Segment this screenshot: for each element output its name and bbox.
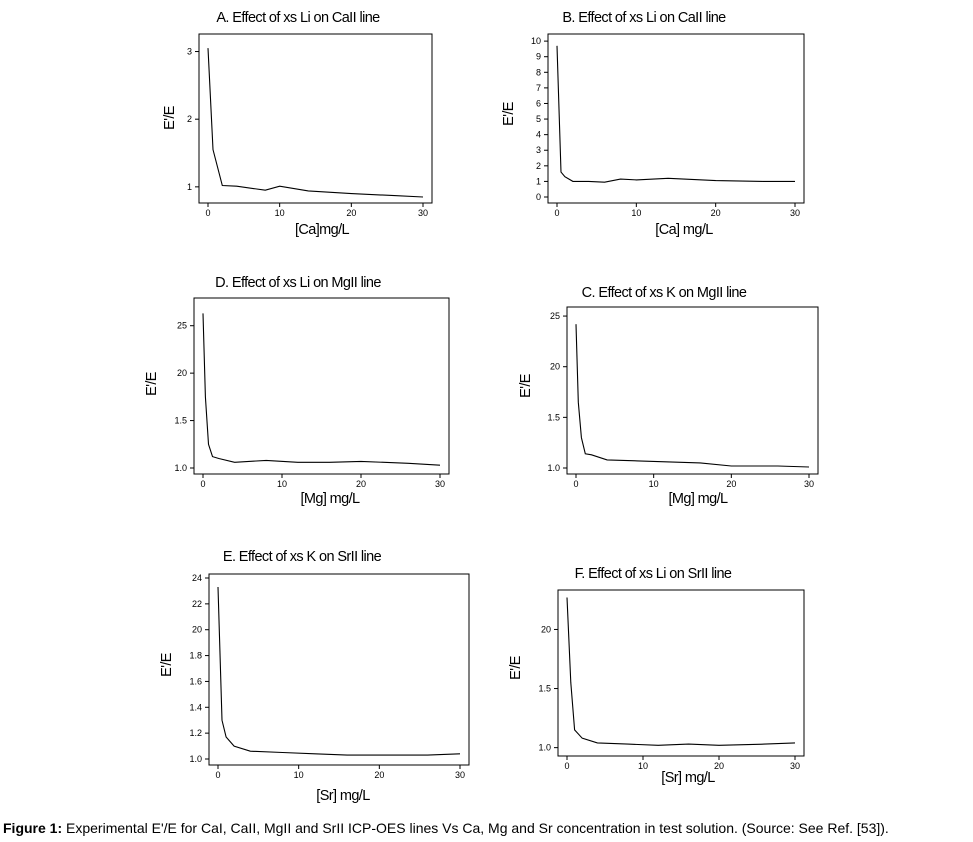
y-tick-label: 1.0 <box>547 463 560 473</box>
series-line <box>207 48 424 198</box>
y-tick-label: 1 <box>187 182 192 192</box>
series-line <box>556 45 795 183</box>
chart-title: C. Effect of xs K on MgII line <box>582 285 747 301</box>
y-axis-label: E'/E <box>501 101 517 126</box>
y-tick-label: 1.4 <box>189 702 202 712</box>
chart-panel-5: E. Effect of xs K on SrII line [Sr] mg/L E… <box>159 549 470 804</box>
series-line <box>202 313 441 466</box>
y-tick-label: 1.8 <box>189 651 202 661</box>
chart-panel-6: F. Effect of xs Li on SrII line [Sr] mg/L… <box>508 566 805 786</box>
y-tick-label: 1 <box>536 176 541 186</box>
plot-frame <box>557 589 805 757</box>
x-tick-label: 10 <box>631 208 641 218</box>
y-tick-label: 25 <box>550 311 560 321</box>
y-tick-label: 1.5 <box>174 416 187 426</box>
y-tick-label: 6 <box>536 98 541 108</box>
plot-frame <box>566 306 819 475</box>
x-axis-label: [Mg] mg/L <box>668 491 728 507</box>
y-tick-label: 20 <box>192 625 202 635</box>
x-tick-label: 20 <box>356 479 366 489</box>
y-tick-label: 1.0 <box>174 463 187 473</box>
x-tick-label: 30 <box>790 208 800 218</box>
x-axis-label: [Ca] mg/L <box>655 222 713 238</box>
x-tick-label: 10 <box>638 761 648 771</box>
plot-frame <box>547 33 805 204</box>
x-tick-label: 30 <box>418 208 428 218</box>
y-tick-label: 1.5 <box>538 684 551 694</box>
y-tick-label: 0 <box>536 192 541 202</box>
chart-panel-4: C. Effect of xs K on MgII line [Mg] mg/L E… <box>518 285 819 507</box>
chart-title: E. Effect of xs K on SrII line <box>223 549 382 565</box>
x-axis-label: [Mg] mg/L <box>300 491 360 507</box>
y-tick-label: 9 <box>536 52 541 62</box>
x-tick-label: 0 <box>205 208 210 218</box>
y-tick-label: 5 <box>536 114 541 124</box>
x-tick-label: 30 <box>435 479 445 489</box>
y-tick-label: 20 <box>177 368 187 378</box>
x-tick-label: 0 <box>564 761 569 771</box>
x-tick-label: 20 <box>374 770 384 780</box>
chart-title: F. Effect of xs Li on SrII line <box>575 566 732 582</box>
y-tick-label: 24 <box>192 573 202 583</box>
chart-title: A. Effect of xs Li on CaII line <box>216 10 380 26</box>
x-tick-label: 0 <box>554 208 559 218</box>
y-axis-label: E'/E <box>162 105 178 130</box>
x-tick-label: 10 <box>275 208 285 218</box>
y-tick-label: 8 <box>536 67 541 77</box>
y-tick-label: 3 <box>536 145 541 155</box>
series-line <box>575 324 810 468</box>
x-tick-label: 0 <box>200 479 205 489</box>
y-tick-label: 1.0 <box>538 743 551 753</box>
x-tick-label: 20 <box>714 761 724 771</box>
x-tick-label: 0 <box>573 479 578 489</box>
y-tick-label: 1.0 <box>189 754 202 764</box>
y-tick-label: 1.6 <box>189 676 202 686</box>
series-line <box>566 597 796 746</box>
x-tick-label: 0 <box>215 770 220 780</box>
y-tick-label: 2 <box>187 114 192 124</box>
chart-panel-1: A. Effect of xs Li on CaII line [Ca]mg/L E… <box>162 10 433 238</box>
figure-caption: Figure 1: Experimental E'/E for CaI, CaI… <box>3 820 971 836</box>
x-tick-label: 20 <box>346 208 356 218</box>
x-tick-label: 30 <box>455 770 465 780</box>
x-axis-label: [Ca]mg/L <box>295 222 350 238</box>
y-axis-label: E'/E <box>144 371 160 396</box>
y-axis-label: E'/E <box>508 655 524 680</box>
x-tick-label: 20 <box>711 208 721 218</box>
y-tick-label: 20 <box>550 362 560 372</box>
x-tick-label: 10 <box>649 479 659 489</box>
y-tick-label: 20 <box>541 624 551 634</box>
y-axis-label: E'/E <box>159 652 175 677</box>
figure-charts: A. Effect of xs Li on CaII line [Ca]mg/L E… <box>144 10 819 804</box>
y-tick-label: 22 <box>192 599 202 609</box>
y-tick-label: 3 <box>187 47 192 57</box>
plot-frame <box>193 297 450 475</box>
y-tick-label: 1.2 <box>189 728 202 738</box>
x-tick-label: 10 <box>277 479 287 489</box>
y-tick-label: 4 <box>536 130 541 140</box>
x-axis-label: [Sr] mg/L <box>661 770 715 786</box>
chart-panel-3: D. Effect of xs Li on MgII line [Mg] mg/L… <box>144 275 450 507</box>
x-tick-label: 20 <box>726 479 736 489</box>
plot-frame <box>208 573 470 766</box>
y-tick-label: 7 <box>536 83 541 93</box>
caption-text: Experimental E'/E for CaI, CaII, MgII an… <box>62 820 889 836</box>
x-tick-label: 30 <box>804 479 814 489</box>
caption-label: Figure 1: <box>3 820 63 836</box>
plot-frame <box>198 33 433 204</box>
y-tick-label: 10 <box>531 36 541 46</box>
series-line <box>217 586 461 756</box>
y-tick-label: 2 <box>536 161 541 171</box>
y-tick-label: 1.5 <box>547 412 560 422</box>
y-tick-label: 25 <box>177 321 187 331</box>
x-tick-label: 30 <box>790 761 800 771</box>
chart-panel-2: B. Effect of xs Li on CaII line [Ca] mg/L… <box>501 10 805 238</box>
x-tick-label: 10 <box>294 770 304 780</box>
chart-title: D. Effect of xs Li on MgII line <box>215 275 381 291</box>
y-axis-label: E'/E <box>518 373 534 398</box>
chart-title: B. Effect of xs Li on CaII line <box>562 10 726 26</box>
x-axis-label: [Sr] mg/L <box>316 788 370 804</box>
